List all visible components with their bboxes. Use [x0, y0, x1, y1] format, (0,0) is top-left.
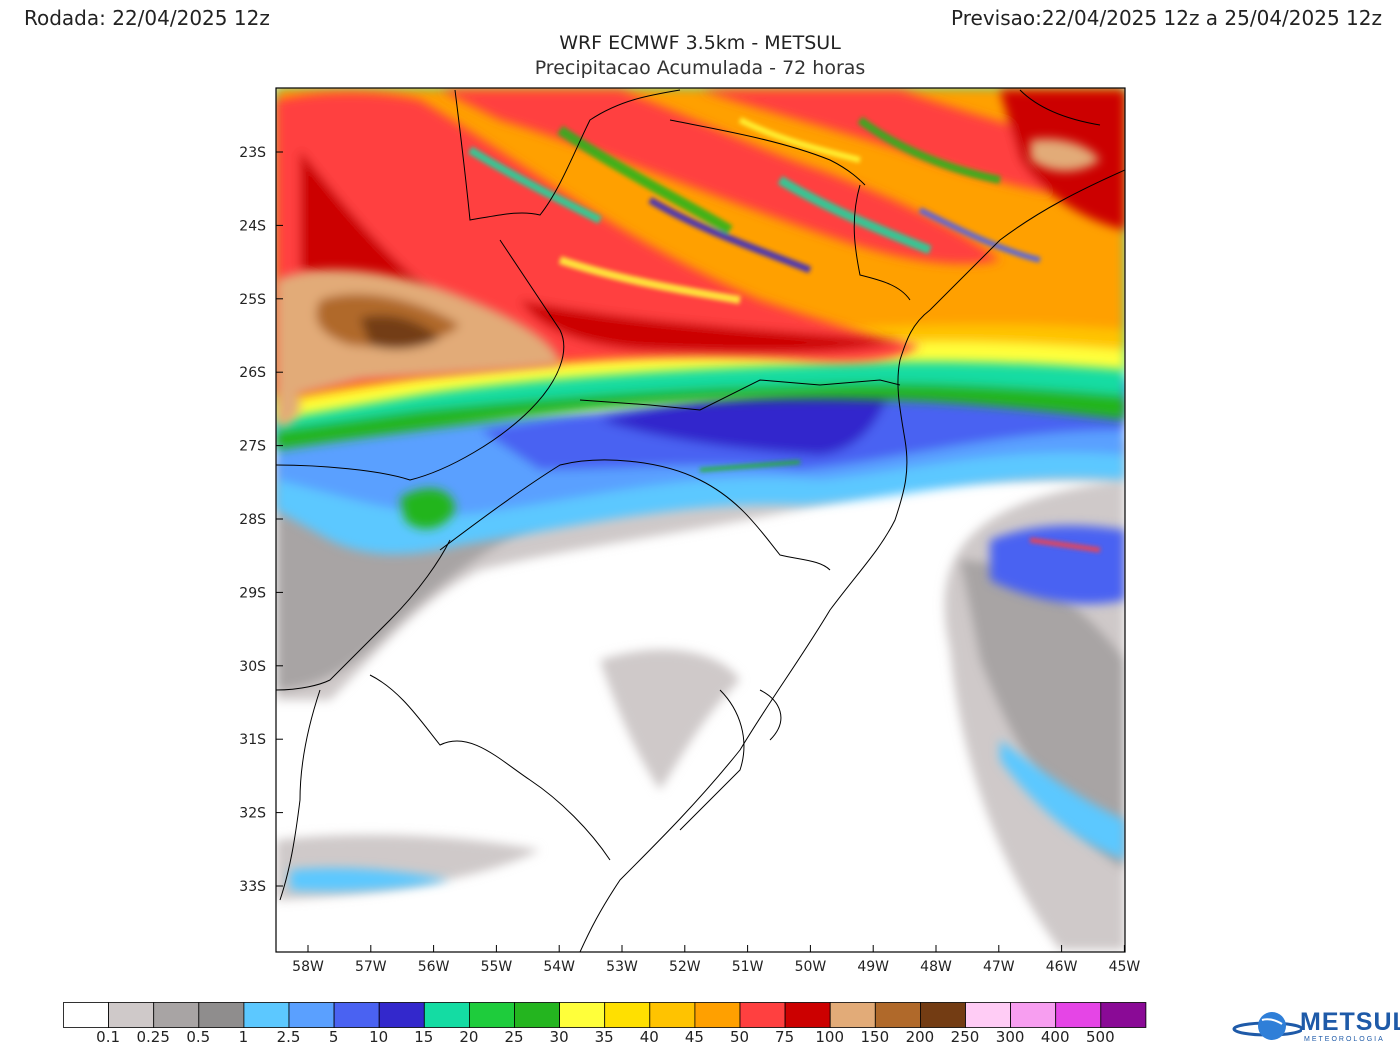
map-frame	[275, 87, 1126, 953]
lon-label: 55W	[481, 959, 513, 975]
legend-swatch	[965, 1002, 1011, 1028]
legend-swatch	[243, 1002, 290, 1028]
legend-label: 2.5	[276, 1028, 301, 1046]
legend-label: 20	[459, 1028, 479, 1046]
legend-label: 40	[639, 1028, 659, 1046]
run-label: Rodada:	[24, 6, 106, 30]
run-time: Rodada: 22/04/2025 12z	[24, 6, 270, 30]
legend-label: 5	[328, 1028, 339, 1046]
legend-label: 250	[950, 1028, 980, 1046]
precipitation-field	[276, 88, 1125, 952]
legend-swatch	[108, 1002, 155, 1028]
legend-label: 400	[1040, 1028, 1070, 1046]
legend-swatch	[649, 1002, 696, 1028]
lon-label: 58W	[292, 959, 324, 975]
lon-label: 49W	[857, 959, 889, 975]
legend-swatch	[920, 1002, 966, 1028]
legend-label: 10	[369, 1028, 389, 1046]
legend-labels: 0.1 0.25 0.5 1 2.5 5 10 15 20 25 30 35 40 45 50 75 100 15…	[0, 1028, 1200, 1048]
legend-swatch	[694, 1002, 741, 1028]
legend-label: 15	[414, 1028, 434, 1046]
legend-label: 200	[905, 1028, 935, 1046]
logo-text: METSUL	[1300, 1008, 1400, 1036]
legend-label: 50	[729, 1028, 750, 1046]
lat-label: 32S	[239, 806, 266, 822]
lon-label: 54W	[543, 959, 575, 975]
legend-swatch	[1010, 1002, 1057, 1028]
legend-label: 300	[995, 1028, 1025, 1046]
legend-swatch	[559, 1002, 606, 1028]
political-boundaries	[276, 89, 1125, 952]
legend-label: 45	[684, 1028, 704, 1046]
legend-label: 0.1	[96, 1028, 121, 1046]
lat-label: 24S	[239, 218, 266, 234]
lat-label: 26S	[239, 365, 266, 381]
lat-label: 31S	[239, 732, 266, 748]
legend-label: 100	[815, 1028, 845, 1046]
legend-label: 75	[775, 1028, 795, 1046]
legend-swatch	[378, 1002, 425, 1028]
precipitation-map: 23S 24S 25S 26S 27S 28S 29S 30S 31S 32S 33S 58W 57W…	[239, 87, 1140, 975]
lat-label: 33S	[239, 879, 266, 895]
lon-label: 56W	[418, 959, 450, 975]
longitude-axis: 58W 57W 56W 55W 54W 53W 52W 51W 50W 49W 48W 47W 46W 4…	[292, 945, 1140, 975]
legend-swatch	[514, 1002, 560, 1028]
legend-label: 0.25	[136, 1028, 170, 1046]
lon-label: 53W	[606, 959, 638, 975]
legend-label: 1	[238, 1028, 249, 1046]
lon-label: 45W	[1109, 959, 1141, 975]
valid-value: 22/04/2025 12z a 25/04/2025 12z	[1041, 6, 1382, 30]
legend-swatch	[288, 1002, 335, 1028]
lat-label: 30S	[239, 659, 266, 675]
run-value: 22/04/2025 12z	[112, 6, 270, 30]
lat-label: 23S	[239, 145, 266, 161]
color-legend	[63, 1002, 1147, 1028]
globe-icon	[1232, 1012, 1304, 1040]
legend-label: 25	[504, 1028, 524, 1046]
lon-label: 48W	[920, 959, 952, 975]
lat-label: 27S	[239, 439, 266, 455]
legend-label: 500	[1085, 1028, 1115, 1046]
legend-swatch	[1055, 1002, 1102, 1028]
legend-label: 150	[860, 1028, 890, 1046]
legend-swatch	[63, 1002, 109, 1028]
legend-swatch	[333, 1002, 380, 1028]
legend-swatch	[829, 1002, 876, 1028]
legend-label: 0.5	[186, 1028, 211, 1046]
legend-swatch	[468, 1002, 515, 1028]
map-title: WRF ECMWF 3.5km - METSUL	[559, 32, 841, 54]
lat-label: 28S	[239, 512, 266, 528]
metsul-logo: METSUL METEOROLOGIA	[1232, 1008, 1400, 1050]
legend-swatch	[153, 1002, 200, 1028]
lat-label: 25S	[239, 292, 266, 308]
lon-label: 52W	[669, 959, 701, 975]
lon-label: 51W	[732, 959, 764, 975]
legend-label: 35	[594, 1028, 614, 1046]
lon-label: 47W	[983, 959, 1015, 975]
legend-swatch	[1100, 1002, 1147, 1028]
latitude-axis: 23S 24S 25S 26S 27S 28S 29S 30S 31S 32S 33S	[239, 145, 283, 895]
legend-swatch	[423, 1002, 470, 1028]
legend-label: 30	[549, 1028, 569, 1046]
lon-label: 50W	[795, 959, 827, 975]
lon-label: 46W	[1046, 959, 1078, 975]
legend-swatch	[198, 1002, 245, 1028]
lon-label: 57W	[355, 959, 387, 975]
lat-label: 29S	[239, 585, 266, 601]
logo-subtext: METEOROLOGIA	[1304, 1036, 1385, 1043]
valid-label: Previsao:	[951, 6, 1042, 30]
valid-period: Previsao:22/04/2025 12z a 25/04/2025 12z	[951, 6, 1382, 30]
legend-swatch	[874, 1002, 921, 1028]
legend-swatch	[739, 1002, 786, 1028]
legend-swatch	[604, 1002, 651, 1028]
legend-swatch	[784, 1002, 831, 1028]
map-subtitle: Precipitacao Acumulada - 72 horas	[534, 57, 866, 79]
